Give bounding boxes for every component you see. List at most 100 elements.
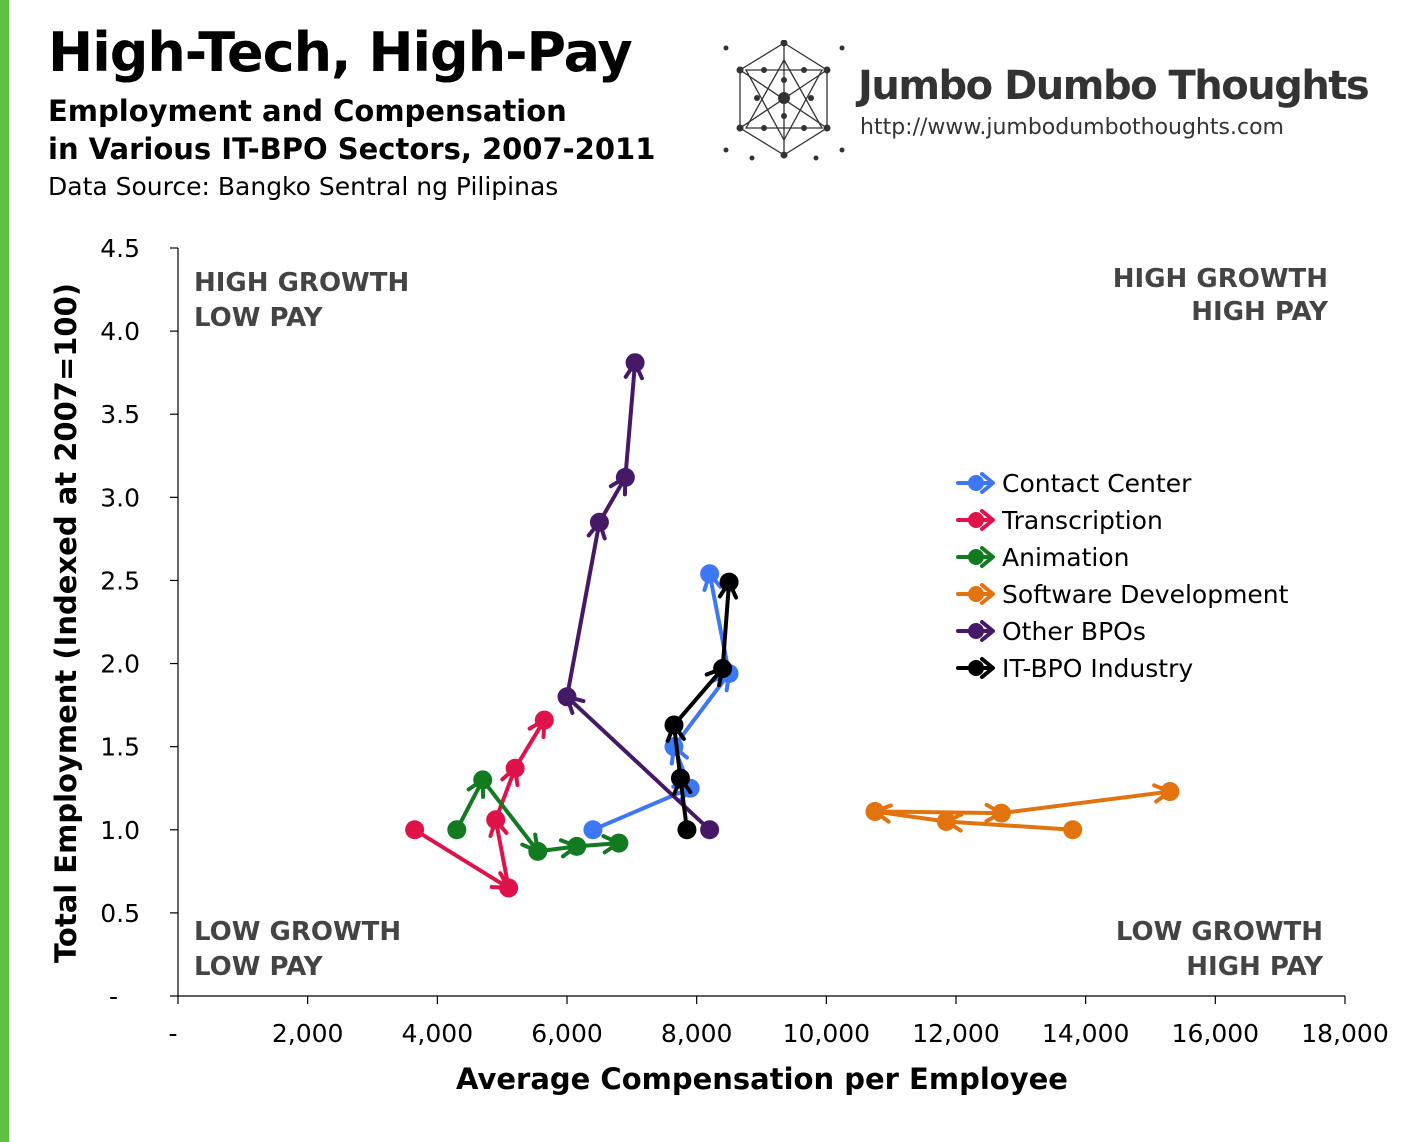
series-it-bpo-industry-segment [720, 580, 732, 671]
data-point-other-bpos [589, 512, 609, 532]
data-point-it-bpo-industry [670, 768, 690, 788]
accent-bar [0, 0, 9, 1142]
y-tick-label: 4.0 [100, 317, 140, 346]
series-software-development-segment [872, 809, 1004, 816]
data-source: Data Source: Bangko Sentral ng Pilipinas [48, 172, 559, 201]
subtitle-line-2: in Various IT-BPO Sectors, 2007-2011 [48, 132, 656, 166]
series-software-development [865, 782, 1180, 840]
series-other-bpos-segment [565, 520, 602, 699]
legend-label: Animation [1002, 543, 1129, 572]
quadrant-label-top-right: HIGH GROWTH [1113, 264, 1328, 294]
legend-swatch-marker [968, 586, 984, 602]
x-tick-label: 18,000 [1301, 1019, 1388, 1048]
data-point-software-development [1063, 820, 1083, 840]
data-point-transcription [499, 878, 519, 898]
series-software-development-segment [999, 789, 1172, 816]
data-point-software-development [1160, 782, 1180, 802]
legend-swatch-marker [968, 660, 984, 676]
legend-swatch-arrowhead [980, 472, 995, 494]
data-point-contact-center [700, 564, 720, 584]
data-point-it-bpo-industry [713, 659, 733, 679]
legend-swatch-arrowhead [980, 583, 995, 605]
x-tick-label: - [168, 1019, 177, 1048]
y-tick-label: - [109, 982, 118, 1011]
y-tick-label: 4.5 [100, 234, 140, 263]
series-transcription [405, 710, 554, 898]
data-point-animation [473, 770, 493, 790]
series-it-bpo-industry-segment [671, 666, 725, 728]
chart-title: High-Tech, High-Pay [48, 21, 633, 84]
x-tick-label: 2,000 [272, 1019, 344, 1048]
data-point-software-development [865, 801, 885, 821]
chart-subtitle: Employment and Compensation in Various I… [48, 92, 655, 168]
legend-swatch-marker [968, 623, 984, 639]
legend-swatch-marker [968, 549, 984, 565]
data-point-contact-center [583, 820, 603, 840]
data-point-transcription [405, 820, 425, 840]
legend-label: IT-BPO Industry [1002, 654, 1193, 683]
legend-label: Transcription [1001, 506, 1163, 535]
y-tick-label: 2.0 [100, 650, 140, 679]
series-software-development-segment [944, 819, 1075, 832]
x-axis-title: Average Compensation per Employee [456, 1062, 1068, 1096]
data-point-animation [447, 820, 467, 840]
y-tick-label: 1.0 [100, 816, 140, 845]
brand-logo-icon [723, 40, 845, 161]
data-point-other-bpos [625, 353, 645, 373]
quadrant-label-top-left: LOW PAY [194, 303, 324, 333]
brand-name: Jumbo Dumbo Thoughts [858, 63, 1370, 109]
legend-item-animation: Animation [956, 543, 1129, 572]
brand-url: http://www.jumbodumbothoughts.com [860, 115, 1284, 140]
y-tick-label: 3.0 [100, 483, 140, 512]
data-point-other-bpos [615, 467, 635, 487]
data-point-animation [609, 833, 629, 853]
series-contact-center-segment [707, 571, 732, 676]
series-transcription-segment [412, 827, 511, 890]
data-point-transcription [486, 810, 506, 830]
y-tick-label: 0.5 [100, 899, 140, 928]
data-point-software-development [936, 811, 956, 831]
x-tick-label: 4,000 [402, 1019, 474, 1048]
x-tick-label: 6,000 [531, 1019, 603, 1048]
legend-swatch-arrowhead [980, 509, 995, 531]
quadrant-label-bottom-left: LOW PAY [194, 952, 324, 982]
series-animation [447, 770, 629, 861]
legend-item-other-bpos: Other BPOs [956, 617, 1146, 646]
data-point-other-bpos [700, 820, 720, 840]
legend-swatch-arrowhead [980, 546, 995, 568]
quadrant-label-bottom-right: HIGH PAY [1186, 952, 1324, 982]
quadrant-label-top-left: HIGH GROWTH [194, 268, 409, 298]
legend-swatch-marker [968, 475, 984, 491]
data-point-transcription [534, 710, 554, 730]
x-tick-label: 16,000 [1172, 1019, 1259, 1048]
legend-swatch-arrowhead [980, 620, 995, 642]
x-tick-label: 8,000 [661, 1019, 733, 1048]
series-other-bpos [557, 353, 720, 840]
y-tick-label: 1.5 [100, 733, 140, 762]
x-tick-label: 14,000 [1042, 1019, 1129, 1048]
legend-item-contact-center: Contact Center [956, 469, 1192, 498]
legend-item-transcription: Transcription [956, 506, 1163, 535]
series-transcription-segment [493, 817, 511, 890]
data-point-software-development [991, 803, 1011, 823]
series-animation-segment [480, 777, 540, 854]
series-other-bpos-segment [623, 360, 638, 480]
legend-label: Contact Center [1002, 469, 1192, 498]
series-it-bpo-industry [664, 572, 739, 840]
data-point-it-bpo-industry [677, 820, 697, 840]
y-tick-label: 3.5 [100, 400, 140, 429]
data-point-animation [567, 836, 587, 856]
quadrant-label-bottom-left: LOW GROWTH [194, 917, 401, 947]
legend-item-software-development: Software Development [956, 580, 1289, 609]
subtitle-line-1: Employment and Compensation [48, 94, 567, 128]
legend-item-it-bpo-industry: IT-BPO Industry [956, 654, 1193, 683]
legend-label: Other BPOs [1002, 617, 1146, 646]
legend-swatch-arrowhead [980, 657, 995, 679]
data-point-it-bpo-industry [664, 715, 684, 735]
y-axis-title: Total Employment (Indexed at 2007=100) [49, 283, 83, 963]
legend-label: Software Development [1002, 580, 1289, 609]
data-point-it-bpo-industry [719, 572, 739, 592]
series-contact-center [583, 564, 739, 840]
quadrant-label-bottom-right: LOW GROWTH [1116, 917, 1323, 947]
